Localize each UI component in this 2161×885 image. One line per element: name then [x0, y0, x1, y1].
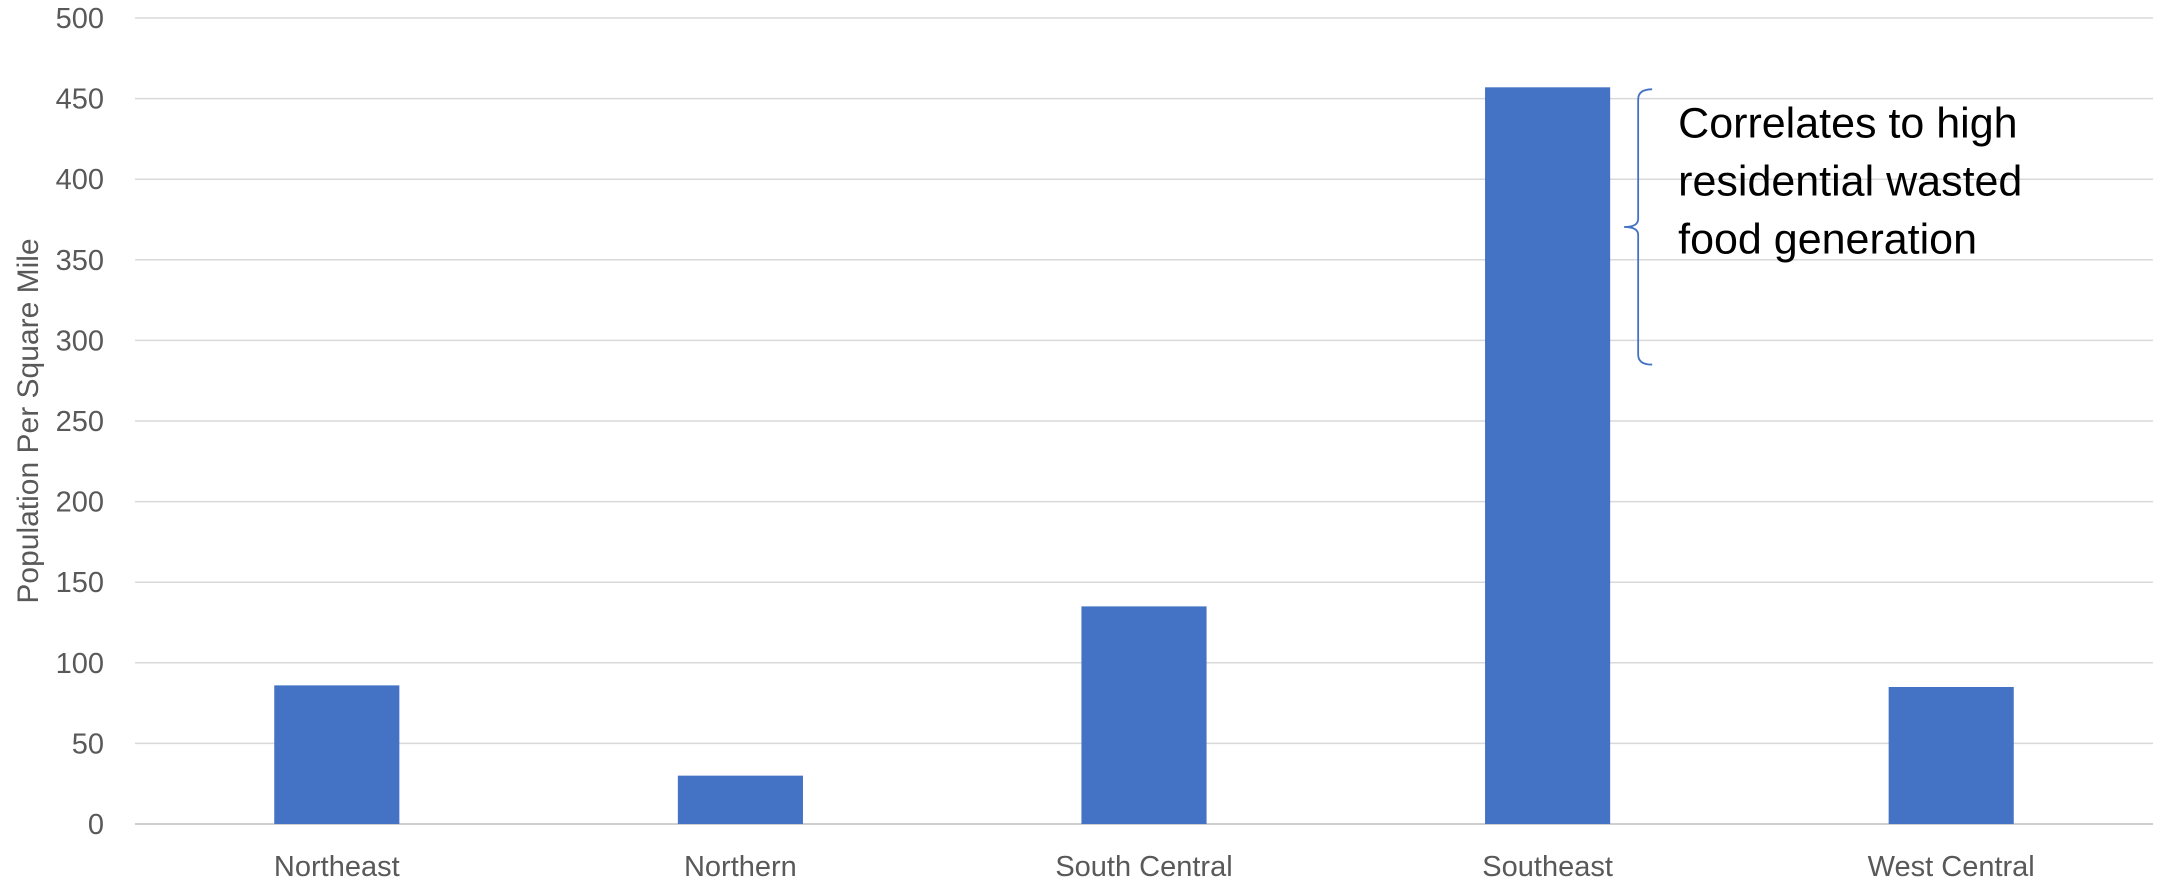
bar-south-central	[1081, 606, 1207, 824]
y-tick-label: 100	[56, 648, 104, 680]
bar-west-central	[1888, 686, 2014, 824]
annotation: Correlates to high residential wasted food…	[1624, 88, 2022, 366]
y-axis-label: Population Per Square Mile	[12, 238, 45, 603]
x-tick-label: Southeast	[1482, 851, 1613, 880]
bar-northeast	[274, 685, 400, 824]
y-tick-label: 50	[72, 728, 104, 760]
y-tick-label: 250	[56, 406, 104, 438]
y-tick-label: 350	[56, 245, 104, 277]
bar-northern	[677, 775, 803, 824]
y-tick-label: 0	[88, 809, 104, 841]
y-tick-label: 150	[56, 567, 104, 599]
y-axis-ticks: 0 50 100 150 200 250 300 350 400 450 500	[56, 3, 104, 841]
y-tick-label: 400	[56, 164, 104, 196]
bar-southeast	[1485, 87, 1611, 825]
y-tick-label: 500	[56, 3, 104, 35]
x-tick-label: Northern	[684, 851, 797, 880]
y-tick-label: 450	[56, 84, 104, 116]
annotation-bracket	[1624, 88, 1653, 366]
annotation-text-line: residential wasted	[1678, 157, 2022, 205]
y-tick-label: 300	[56, 325, 104, 357]
annotation-text-line: Correlates to high	[1678, 99, 2017, 147]
x-tick-label: South Central	[1055, 851, 1232, 880]
y-tick-label: 200	[56, 487, 104, 519]
x-tick-label: West Central	[1868, 851, 2035, 880]
bars	[274, 87, 2014, 825]
x-tick-label: Northeast	[274, 851, 400, 880]
annotation-text-line: food generation	[1678, 215, 1977, 263]
gridlines	[135, 17, 2153, 825]
x-axis-ticks: Northeast Northern South Central Southeast W…	[274, 851, 2035, 883]
